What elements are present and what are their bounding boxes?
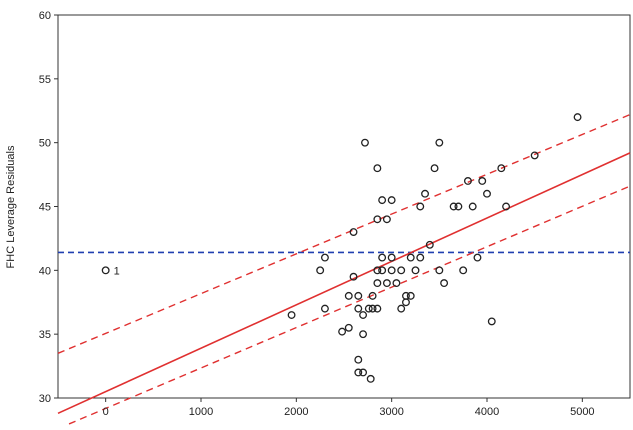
data-point	[316, 266, 325, 275]
data-point	[406, 253, 415, 262]
data-point	[366, 374, 375, 383]
data-point	[449, 202, 458, 211]
y-axis-title: FHC Leverage Residuals	[5, 145, 17, 268]
data-point	[487, 317, 496, 326]
data-point	[435, 266, 444, 275]
data-point	[387, 266, 396, 275]
data-point	[373, 215, 382, 224]
data-point	[387, 253, 396, 262]
data-point	[530, 151, 539, 160]
y-tick-label: 50	[39, 138, 51, 150]
data-point	[421, 189, 429, 198]
data-point	[373, 279, 382, 288]
y-tick-label: 45	[39, 202, 51, 214]
data-point	[473, 253, 482, 262]
data-point	[373, 304, 382, 313]
data-point	[382, 279, 391, 288]
data-point	[378, 196, 387, 205]
data-point	[573, 113, 582, 122]
fit-line	[57, 152, 631, 415]
data-point	[411, 266, 420, 275]
data-point	[359, 311, 368, 319]
data-point	[402, 291, 410, 300]
data-point	[406, 291, 415, 300]
y-tick-label: 60	[39, 10, 51, 22]
labeled-data-point	[101, 266, 110, 275]
data-point	[454, 202, 463, 211]
data-point	[361, 138, 369, 147]
data-point	[397, 304, 406, 313]
data-point	[387, 196, 396, 205]
confidence-band-upper	[57, 113, 631, 354]
data-point	[497, 164, 506, 173]
data-point	[364, 304, 373, 313]
data-point	[354, 304, 363, 313]
data-point	[397, 266, 406, 275]
data-point	[382, 215, 391, 224]
data-point	[320, 304, 329, 313]
x-tick-label: 2000	[284, 406, 308, 418]
data-point	[483, 189, 491, 198]
y-tick-label: 30	[39, 393, 51, 405]
x-tick-label: 0	[103, 406, 109, 418]
data-point	[416, 202, 425, 211]
data-point	[368, 291, 377, 300]
data-point	[368, 304, 377, 313]
plot-area	[57, 14, 631, 399]
point-label: 1	[114, 265, 120, 277]
data-point	[378, 266, 387, 275]
data-point	[349, 228, 358, 236]
data-point	[349, 272, 358, 281]
y-tick-label: 40	[39, 265, 51, 277]
data-point	[359, 368, 368, 377]
data-point	[416, 253, 425, 262]
data-point	[344, 323, 353, 332]
data-point	[287, 311, 296, 319]
x-tick-label: 3000	[379, 406, 403, 418]
data-point	[430, 164, 439, 173]
data-point	[354, 355, 363, 364]
x-tick-label: 1000	[189, 406, 213, 418]
y-tick-label: 35	[39, 329, 51, 341]
data-point	[502, 202, 511, 211]
data-point	[338, 327, 347, 336]
data-point	[344, 291, 353, 300]
data-point	[435, 138, 444, 147]
data-point	[378, 253, 387, 262]
data-point	[320, 253, 329, 262]
data-point	[468, 202, 477, 211]
data-point	[478, 177, 487, 185]
x-tick-label: 5000	[570, 406, 594, 418]
data-point	[459, 266, 468, 275]
data-point	[392, 279, 401, 288]
y-tick-label: 55	[39, 74, 51, 86]
data-point	[440, 279, 449, 288]
data-point	[354, 291, 363, 300]
data-point	[354, 368, 363, 377]
data-point	[359, 330, 368, 339]
data-point	[373, 266, 382, 275]
data-point	[463, 177, 472, 185]
x-tick-label: 4000	[475, 406, 499, 418]
confidence-band-lower	[57, 185, 631, 430]
data-point	[373, 164, 382, 173]
data-point	[425, 240, 434, 249]
